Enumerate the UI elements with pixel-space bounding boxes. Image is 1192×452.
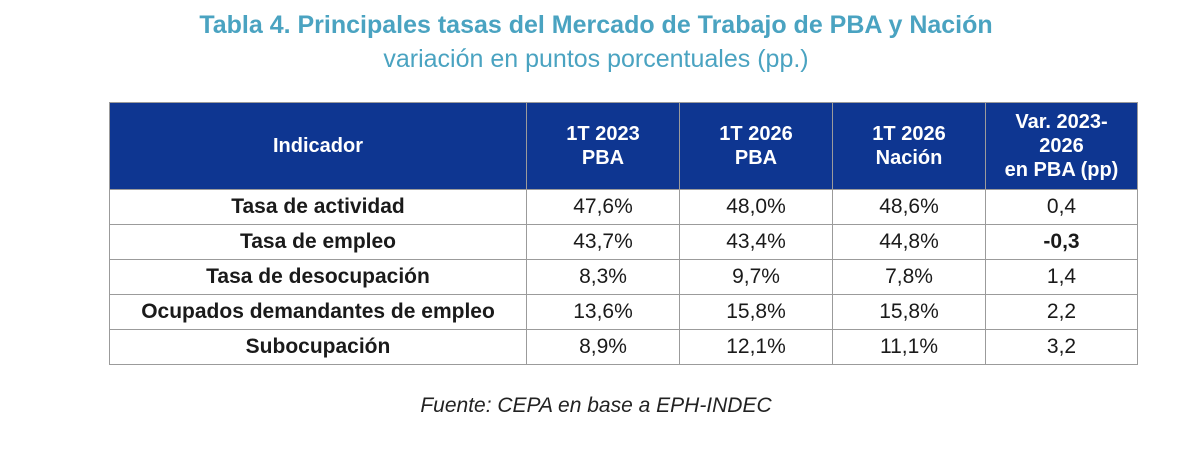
header-indicador: Indicador — [109, 102, 527, 190]
value-cell-1t2026-pba: 9,7% — [679, 259, 833, 295]
header-line: Indicador — [272, 135, 363, 157]
value-cell-1t2026-nacion: 48,6% — [832, 189, 986, 225]
header-1t2026-pba: 1T 2026 PBA — [679, 102, 833, 190]
indicator-cell: Tasa de desocupación — [109, 259, 527, 295]
value-cell-1t2023-pba: 8,9% — [526, 329, 680, 365]
header-line: en PBA (pp) — [1004, 159, 1119, 181]
table-row: Subocupación 8,9% 12,1% 11,1% 3,2 — [109, 329, 1138, 365]
value-cell-1t2023-pba: 43,7% — [526, 224, 680, 260]
table-row: Tasa de desocupación 8,3% 9,7% 7,8% 1,4 — [109, 259, 1138, 295]
header-line: 1T 2023 — [566, 123, 640, 145]
variation-cell: 1,4 — [985, 259, 1138, 295]
header-line: Nación — [875, 147, 943, 169]
value-cell-1t2026-pba: 43,4% — [679, 224, 833, 260]
header-line: 1T 2026 — [719, 123, 793, 145]
header-1t2023-pba: 1T 2023 PBA — [526, 102, 680, 190]
table-title: Tabla 4. Principales tasas del Mercado d… — [199, 11, 993, 39]
header-row: Indicador 1T 2023 PBA 1T 2026 PBA 1T 202… — [109, 102, 1138, 190]
header-line: PBA — [581, 147, 625, 169]
value-cell-1t2026-nacion: 44,8% — [832, 224, 986, 260]
table-row: Tasa de empleo 43,7% 43,4% 44,8% -0,3 — [109, 224, 1138, 260]
source-note: Fuente: CEPA en base a EPH-INDEC — [420, 394, 772, 417]
header-variation: Var. 2023- 2026 en PBA (pp) — [985, 102, 1138, 190]
table-row: Ocupados demandantes de empleo 13,6% 15,… — [109, 294, 1138, 330]
header-line: Var. 2023- — [1015, 111, 1108, 133]
value-cell-1t2026-nacion: 15,8% — [832, 294, 986, 330]
value-cell-1t2026-nacion: 7,8% — [832, 259, 986, 295]
indicator-cell: Tasa de empleo — [109, 224, 527, 260]
indicator-cell: Ocupados demandantes de empleo — [109, 294, 527, 330]
value-cell-1t2023-pba: 8,3% — [526, 259, 680, 295]
table-row: Tasa de actividad 47,6% 48,0% 48,6% 0,4 — [109, 189, 1138, 225]
labor-market-table: Indicador 1T 2023 PBA 1T 2026 PBA 1T 202… — [109, 102, 1138, 365]
header-line: PBA — [734, 147, 778, 169]
table-subtitle: variación en puntos porcentuales (pp.) — [383, 45, 809, 73]
header-line: 1T 2026 — [872, 123, 946, 145]
value-cell-1t2023-pba: 47,6% — [526, 189, 680, 225]
variation-cell-negative: -0,3 — [985, 224, 1138, 260]
indicator-cell: Subocupación — [109, 329, 527, 365]
header-1t2026-nacion: 1T 2026 Nación — [832, 102, 986, 190]
value-cell-1t2026-pba: 48,0% — [679, 189, 833, 225]
header-line: 2026 — [1039, 135, 1084, 157]
variation-cell: 0,4 — [985, 189, 1138, 225]
variation-cell: 3,2 — [985, 329, 1138, 365]
value-cell-1t2026-pba: 12,1% — [679, 329, 833, 365]
variation-cell: 2,2 — [985, 294, 1138, 330]
value-cell-1t2026-nacion: 11,1% — [832, 329, 986, 365]
value-cell-1t2026-pba: 15,8% — [679, 294, 833, 330]
value-cell-1t2023-pba: 13,6% — [526, 294, 680, 330]
indicator-cell: Tasa de actividad — [109, 189, 527, 225]
